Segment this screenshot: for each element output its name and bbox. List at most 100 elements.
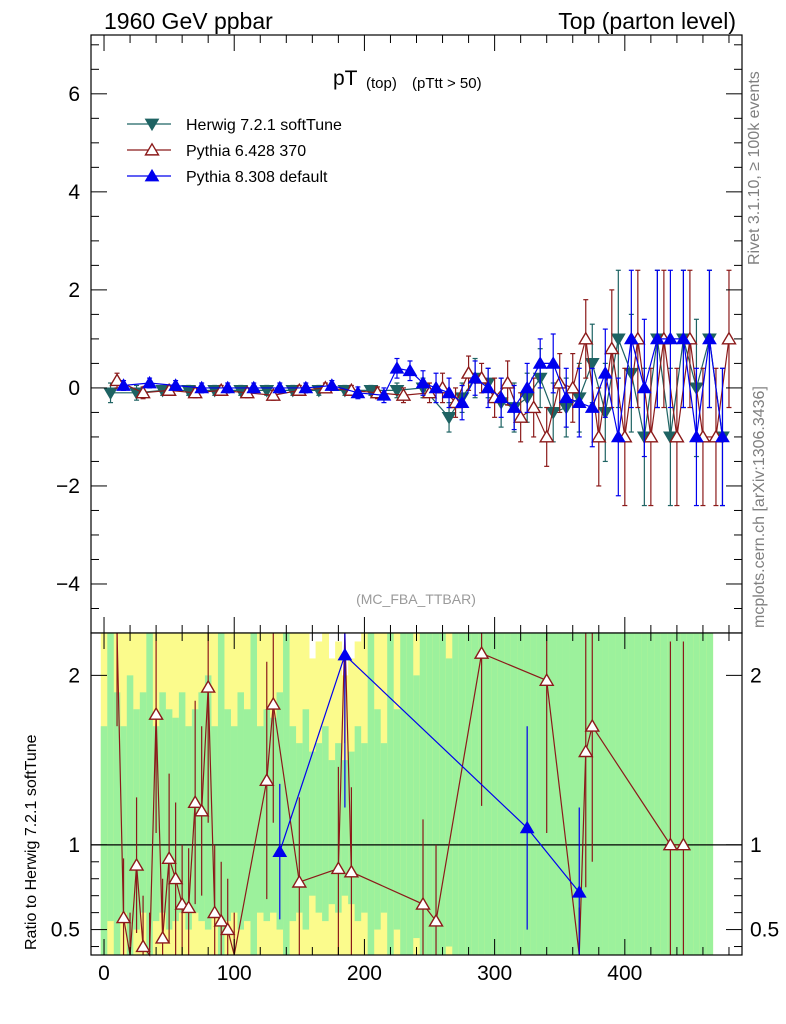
- band-inner: [419, 633, 427, 955]
- data-point: [265, 387, 282, 401]
- ratio-panel: 0.5 0.5 1 1 2 2 0 100 200 300 400 Ratio to Herwig …: [23, 632, 779, 985]
- band-inner: [230, 726, 238, 913]
- band-inner: [465, 633, 473, 955]
- band-inner: [575, 633, 583, 955]
- y-tick-label: −4: [56, 573, 80, 596]
- ratio-point: [330, 861, 347, 875]
- data-point: [669, 429, 685, 443]
- band-inner: [706, 633, 714, 955]
- x-tick-label: 0: [98, 962, 110, 985]
- legend-marker: [144, 142, 160, 156]
- band-inner: [113, 692, 121, 955]
- data-point: [571, 395, 587, 408]
- ratio-ylabel: Ratio to Herwig 7.2.1 softTune: [23, 734, 40, 950]
- data-point: [116, 378, 131, 391]
- ratio-y-tick-label-left: 2: [68, 664, 80, 687]
- legend-entry-0: Herwig 7.2.1 softTune: [127, 117, 342, 134]
- band-inner: [530, 633, 538, 955]
- data-point: [480, 380, 496, 394]
- band-inner: [120, 726, 128, 913]
- band-inner: [699, 633, 707, 955]
- ratio-point: [200, 679, 216, 693]
- band-inner: [484, 633, 492, 955]
- data-point: [493, 390, 509, 404]
- data-point: [441, 385, 457, 399]
- data-point: [402, 363, 418, 377]
- data-point: [441, 411, 457, 425]
- band-inner: [328, 760, 336, 905]
- data-point: [623, 331, 639, 345]
- data-point: [636, 380, 652, 394]
- band-inner: [393, 709, 401, 930]
- legend-entry-1: Pythia 6.428 370: [127, 142, 306, 160]
- data-point: [298, 380, 314, 394]
- ratio-point: [154, 930, 171, 944]
- data-point: [135, 385, 151, 399]
- legend: Herwig 7.2.1 softTune Pythia 6.428 370 Pyt…: [127, 117, 342, 186]
- main-series-layer: [103, 269, 737, 507]
- ratio-point: [571, 885, 587, 898]
- band-inner: [322, 726, 330, 922]
- ratio-point: [538, 672, 555, 687]
- ratio-y-tick-label-right: 0.5: [750, 919, 779, 942]
- data-point: [428, 380, 444, 394]
- data-point: [525, 399, 542, 414]
- ratio-point: [206, 905, 223, 919]
- band-inner: [595, 633, 603, 955]
- band-inner: [660, 633, 668, 955]
- ratio-point: [662, 837, 679, 851]
- ratio-y-tick-label-right: 2: [750, 664, 762, 687]
- watermark: (MC_FBA_TTBAR): [356, 591, 476, 607]
- ratio-point: [135, 938, 151, 953]
- ratio-y-tick-label-right: 1: [750, 834, 762, 857]
- data-point: [350, 385, 366, 399]
- header-left: 1960 GeV ppbar: [104, 8, 273, 34]
- y-tick-label: 4: [68, 181, 80, 204]
- uncertainty-band: [100, 633, 714, 955]
- data-point: [604, 341, 620, 355]
- band-inner: [602, 633, 609, 955]
- ratio-y-tick-label-left: 1: [68, 834, 80, 857]
- band-inner: [257, 726, 264, 913]
- data-point: [689, 429, 704, 443]
- band-inner: [217, 633, 225, 955]
- ratio-point: [272, 844, 288, 857]
- band-inner: [569, 633, 577, 955]
- band-inner: [367, 633, 375, 955]
- data-point: [467, 370, 483, 384]
- band-inner: [517, 633, 525, 955]
- data-point: [676, 331, 691, 345]
- band-inner: [250, 633, 258, 955]
- data-point: [109, 373, 125, 387]
- band-inner: [185, 726, 193, 930]
- ratio-point: [291, 874, 308, 888]
- band-inner: [237, 692, 245, 930]
- data-point: [272, 380, 288, 394]
- data-point: [519, 380, 535, 394]
- data-point: [558, 390, 574, 404]
- legend-marker: [144, 168, 160, 182]
- main-series-2: [116, 269, 730, 507]
- main-panel: −4 −2 0 2 4 6 (MC_FBA_TTBAR) pT (top) (pTtt >…: [56, 34, 743, 634]
- band-inner: [224, 709, 232, 922]
- band-inner: [641, 633, 649, 955]
- plot-title: pT (top) (pTtt > 50): [333, 67, 482, 92]
- ratio-point: [219, 922, 236, 936]
- data-point: [512, 409, 529, 423]
- x-tick-label: 400: [607, 962, 642, 985]
- band-inner: [647, 633, 655, 955]
- data-point: [389, 361, 405, 374]
- ratio-point: [519, 820, 535, 834]
- ratio-series-0: [115, 632, 692, 957]
- data-point: [395, 387, 412, 401]
- data-point: [220, 380, 236, 394]
- data-point: [545, 356, 561, 369]
- title-cut: (pTtt > 50): [412, 75, 482, 92]
- y-tick-label: 0: [68, 377, 80, 400]
- header-right: Top (parton level): [558, 8, 736, 34]
- band-inner: [309, 751, 316, 896]
- data-point: [551, 375, 568, 389]
- band-inner: [289, 726, 297, 922]
- band-inner: [445, 658, 453, 947]
